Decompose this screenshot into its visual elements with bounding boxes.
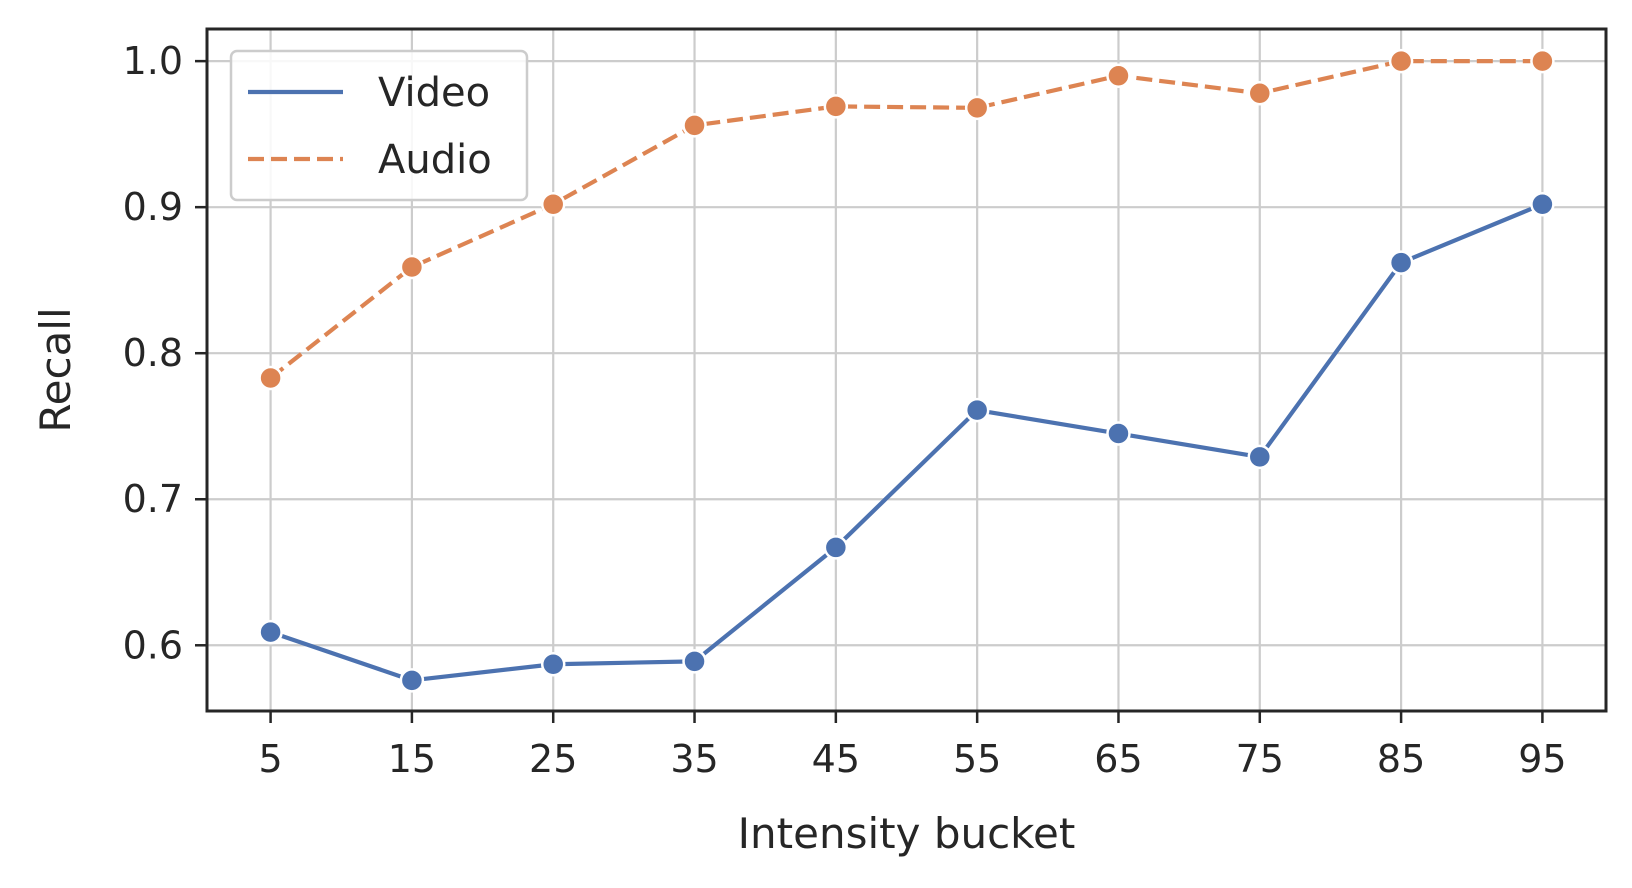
x-tick-label: 55 xyxy=(953,737,1001,781)
data-point-video xyxy=(1106,421,1131,446)
series-audio xyxy=(258,48,1555,391)
legend-box xyxy=(229,49,529,202)
y-tick-label: 0.8 xyxy=(123,331,183,375)
y-axis-label: Recall xyxy=(31,307,80,432)
y-tick-label: 1.0 xyxy=(123,39,183,83)
data-point-audio xyxy=(540,191,566,217)
x-tick-label: 85 xyxy=(1377,737,1425,781)
x-tick-label: 35 xyxy=(670,737,718,781)
data-point-video xyxy=(823,535,849,560)
data-point-audio xyxy=(1247,81,1273,106)
y-tick-label: 0.6 xyxy=(123,623,183,667)
data-point-audio xyxy=(1106,63,1131,88)
data-point-audio xyxy=(682,113,707,138)
series-line-audio xyxy=(269,59,1543,380)
x-tick-label: 5 xyxy=(258,737,282,781)
data-point-video xyxy=(540,652,566,677)
legend-label-audio: Audio xyxy=(378,137,492,183)
x-tick-label: 75 xyxy=(1236,737,1284,781)
axis-ticks: 5 15 25 35 45 55 65 75 85 95 0.6 0.7 0.8 0.9 1.0 xyxy=(123,39,1567,781)
data-point-audio xyxy=(1388,48,1414,74)
legend-label-video: Video xyxy=(378,70,490,116)
data-point-audio xyxy=(823,94,849,119)
data-point-video xyxy=(1247,444,1273,470)
data-point-video xyxy=(258,619,283,645)
y-tick-label: 0.7 xyxy=(123,477,183,521)
data-point-video xyxy=(682,649,707,674)
data-point-video xyxy=(1530,191,1555,217)
data-point-audio xyxy=(258,365,283,391)
x-tick-label: 95 xyxy=(1518,737,1566,781)
data-point-video xyxy=(1388,250,1414,275)
data-point-audio xyxy=(1530,48,1555,74)
x-tick-label: 15 xyxy=(388,737,436,781)
legend: Video Audio xyxy=(229,49,529,202)
x-axis-label: Intensity bucket xyxy=(738,809,1076,858)
grid-lines xyxy=(207,29,1606,711)
data-point-audio xyxy=(399,254,425,280)
x-tick-label: 65 xyxy=(1094,737,1142,781)
x-tick-label: 45 xyxy=(812,737,860,781)
y-tick-label: 0.9 xyxy=(123,185,183,229)
data-point-audio xyxy=(964,95,990,121)
data-point-video xyxy=(964,397,990,423)
series-layer xyxy=(258,48,1555,693)
data-point-video xyxy=(399,668,425,693)
series-line-video xyxy=(269,202,1544,683)
plot-frame xyxy=(205,27,1608,713)
series-video xyxy=(258,191,1555,693)
x-tick-label: 25 xyxy=(529,737,577,781)
